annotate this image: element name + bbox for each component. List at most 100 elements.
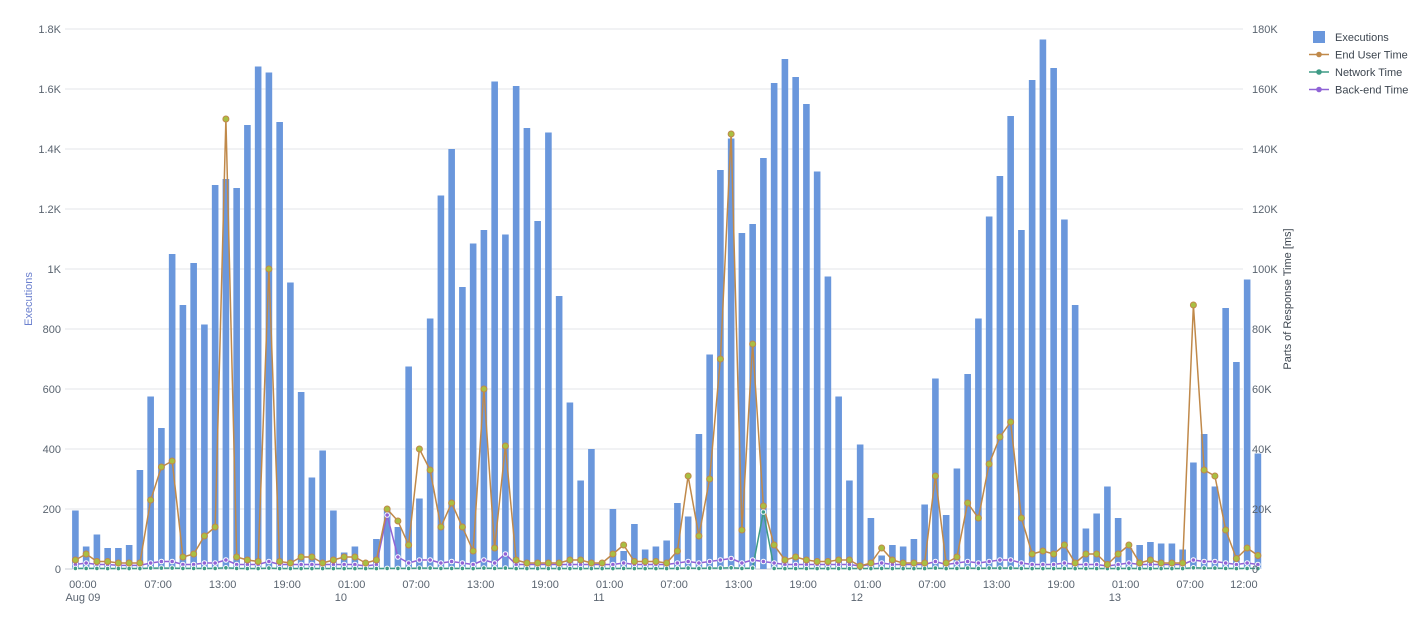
series-point[interactable]	[878, 544, 886, 552]
series-point[interactable]	[889, 565, 896, 572]
executions-bar[interactable]	[781, 59, 789, 569]
executions-bar[interactable]	[1071, 305, 1079, 569]
series-point[interactable]	[910, 559, 918, 567]
series-point[interactable]	[1222, 526, 1230, 534]
series-point[interactable]	[652, 558, 660, 565]
series-point[interactable]	[566, 556, 574, 564]
series-point[interactable]	[169, 565, 175, 571]
series-point[interactable]	[372, 556, 380, 564]
series-point[interactable]	[1232, 555, 1240, 562]
series-point[interactable]	[158, 565, 165, 571]
executions-bar[interactable]	[276, 122, 283, 569]
series-point[interactable]	[405, 541, 413, 549]
series-point[interactable]	[524, 565, 530, 572]
series-point[interactable]	[480, 385, 488, 393]
series-point[interactable]	[997, 565, 1003, 571]
series-point[interactable]	[985, 460, 993, 468]
response-time-lines[interactable]	[71, 115, 1262, 572]
series-point[interactable]	[513, 565, 519, 572]
series-point[interactable]	[1018, 565, 1025, 572]
series-point[interactable]	[405, 560, 412, 566]
executions-bar[interactable]	[1114, 518, 1122, 569]
series-point[interactable]	[964, 558, 971, 565]
executions-bars[interactable]	[72, 39, 1262, 570]
series-point[interactable]	[1255, 565, 1261, 572]
series-point[interactable]	[201, 560, 208, 566]
executions-bar[interactable]	[233, 188, 240, 569]
series-point[interactable]	[244, 565, 251, 572]
series-point[interactable]	[1082, 550, 1090, 558]
series-point[interactable]	[921, 559, 929, 567]
executions-bar[interactable]	[1050, 68, 1057, 569]
series-point[interactable]	[1233, 565, 1240, 572]
executions-bar[interactable]	[835, 396, 842, 570]
series-point[interactable]	[878, 560, 885, 566]
series-point[interactable]	[674, 565, 681, 572]
executions-bar[interactable]	[1028, 80, 1036, 569]
series-point[interactable]	[1061, 565, 1068, 572]
series-point[interactable]	[1243, 544, 1251, 552]
series-point[interactable]	[1071, 559, 1079, 567]
legend-label[interactable]: End User Time	[1335, 50, 1408, 62]
series-point[interactable]	[137, 565, 143, 572]
series-point[interactable]	[190, 565, 197, 572]
series-point[interactable]	[254, 558, 262, 565]
series-point[interactable]	[481, 557, 487, 563]
series-point[interactable]	[814, 565, 820, 572]
series-point[interactable]	[717, 557, 724, 563]
series-point[interactable]	[491, 565, 498, 572]
series-point[interactable]	[771, 565, 777, 572]
executions-bar[interactable]	[609, 509, 617, 569]
executions-bar[interactable]	[749, 224, 756, 569]
executions-bar[interactable]	[158, 428, 165, 569]
series-point[interactable]	[1244, 560, 1250, 566]
executions-bar[interactable]	[727, 138, 735, 570]
series-point[interactable]	[147, 496, 155, 504]
series-point[interactable]	[1050, 565, 1057, 572]
executions-bar[interactable]	[1200, 434, 1208, 569]
series-point[interactable]	[104, 558, 112, 565]
series-point[interactable]	[330, 565, 337, 572]
executions-bar[interactable]	[652, 546, 660, 570]
series-point[interactable]	[136, 559, 144, 567]
series-point[interactable]	[825, 565, 831, 572]
series-point[interactable]	[696, 560, 702, 566]
series-point[interactable]	[986, 558, 992, 565]
series-point[interactable]	[599, 565, 605, 572]
executions-bar[interactable]	[416, 498, 423, 570]
series-point[interactable]	[1083, 565, 1089, 572]
series-point[interactable]	[1103, 561, 1111, 568]
series-point[interactable]	[684, 472, 692, 480]
executions-bar[interactable]	[211, 185, 219, 569]
series-point[interactable]	[921, 565, 928, 572]
series-point[interactable]	[427, 557, 433, 563]
series-point[interactable]	[878, 565, 885, 572]
series-point[interactable]	[759, 502, 767, 510]
series-point[interactable]	[1136, 559, 1144, 567]
series-point[interactable]	[1061, 560, 1068, 566]
series-point[interactable]	[437, 523, 445, 531]
series-point[interactable]	[620, 560, 627, 566]
series-point[interactable]	[383, 505, 391, 513]
series-point[interactable]	[1212, 558, 1218, 565]
series-point[interactable]	[1222, 560, 1229, 566]
series-point[interactable]	[997, 557, 1003, 563]
series-point[interactable]	[931, 472, 939, 480]
series-line[interactable]	[75, 118, 1259, 567]
executions-bar[interactable]	[1190, 462, 1197, 570]
executions-bar[interactable]	[265, 72, 273, 570]
series-point[interactable]	[685, 565, 691, 571]
series-point[interactable]	[685, 558, 691, 565]
series-point[interactable]	[395, 565, 401, 572]
series-point[interactable]	[276, 565, 283, 572]
series-point[interactable]	[1179, 565, 1186, 572]
series-point[interactable]	[265, 265, 273, 273]
series-point[interactable]	[1201, 565, 1207, 571]
executions-bar[interactable]	[330, 510, 337, 570]
series-point[interactable]	[673, 547, 681, 555]
series-point[interactable]	[212, 560, 218, 566]
series-point[interactable]	[158, 558, 165, 565]
executions-bar[interactable]	[512, 86, 520, 569]
series-point[interactable]	[384, 512, 390, 518]
executions-bar[interactable]	[1254, 453, 1262, 570]
